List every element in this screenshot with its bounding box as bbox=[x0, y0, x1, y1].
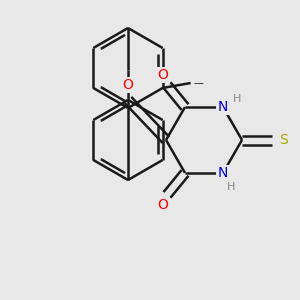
Text: O: O bbox=[123, 78, 134, 92]
Text: N: N bbox=[218, 100, 228, 114]
Text: N: N bbox=[218, 166, 228, 180]
Text: O: O bbox=[158, 198, 168, 212]
Text: S: S bbox=[280, 133, 288, 147]
Text: O: O bbox=[158, 68, 168, 82]
Text: H: H bbox=[233, 94, 241, 104]
Text: H: H bbox=[227, 182, 235, 192]
Text: —: — bbox=[194, 78, 203, 88]
